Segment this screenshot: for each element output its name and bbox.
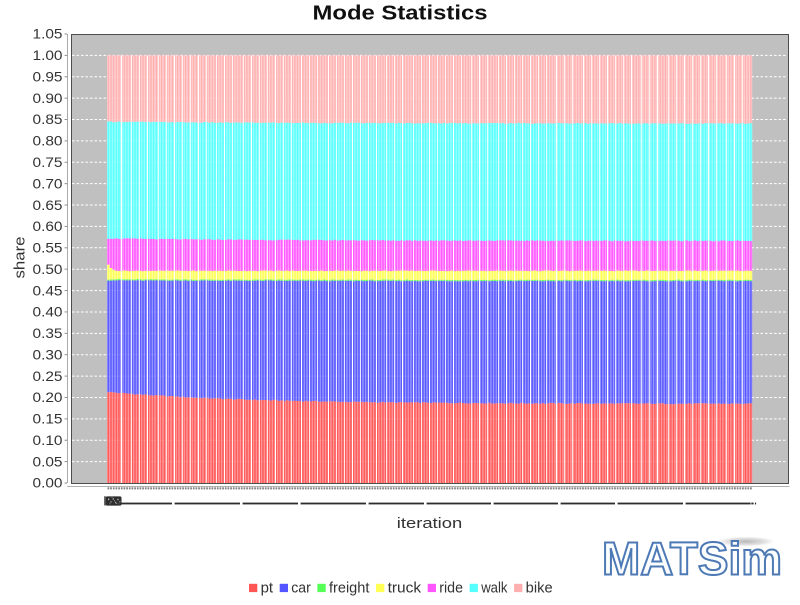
svg-text:0.35: 0.35 bbox=[33, 326, 63, 341]
svg-text:iteration: iteration bbox=[397, 516, 463, 532]
svg-text:0.55: 0.55 bbox=[33, 241, 63, 256]
svg-text:truck: truck bbox=[388, 581, 422, 597]
svg-text:bike: bike bbox=[526, 581, 553, 597]
svg-text:share: share bbox=[13, 237, 29, 279]
svg-text:1.05: 1.05 bbox=[33, 27, 63, 42]
svg-text:Mode Statistics: Mode Statistics bbox=[313, 3, 488, 25]
svg-text:MATSim: MATSim bbox=[602, 533, 782, 585]
svg-text:0.95: 0.95 bbox=[33, 69, 63, 84]
svg-text:0.70: 0.70 bbox=[33, 176, 63, 191]
svg-text:walk: walk bbox=[480, 581, 508, 597]
svg-text:0.05: 0.05 bbox=[33, 454, 63, 469]
svg-text:0.90: 0.90 bbox=[33, 91, 63, 106]
svg-text:0.10: 0.10 bbox=[33, 433, 63, 448]
svg-text:0.45: 0.45 bbox=[33, 283, 63, 298]
svg-text:1.00: 1.00 bbox=[33, 48, 63, 63]
svg-text:0.00: 0.00 bbox=[33, 476, 63, 491]
svg-text:0.20: 0.20 bbox=[33, 390, 63, 405]
svg-text:0.15: 0.15 bbox=[33, 412, 63, 427]
svg-text:0.40: 0.40 bbox=[33, 305, 63, 320]
svg-text:0.50: 0.50 bbox=[33, 262, 63, 277]
svg-text:0.80: 0.80 bbox=[33, 134, 63, 149]
svg-text:ride: ride bbox=[439, 581, 463, 597]
svg-text:pt: pt bbox=[261, 581, 274, 597]
svg-text:car: car bbox=[291, 581, 311, 597]
svg-text:0.65: 0.65 bbox=[33, 198, 63, 213]
svg-text:0.85: 0.85 bbox=[33, 112, 63, 127]
svg-text:0.75: 0.75 bbox=[33, 155, 63, 170]
svg-text:freight: freight bbox=[329, 581, 369, 597]
svg-text:0.30: 0.30 bbox=[33, 347, 63, 362]
svg-text:0.60: 0.60 bbox=[33, 219, 63, 234]
svg-text:0.25: 0.25 bbox=[33, 369, 63, 384]
